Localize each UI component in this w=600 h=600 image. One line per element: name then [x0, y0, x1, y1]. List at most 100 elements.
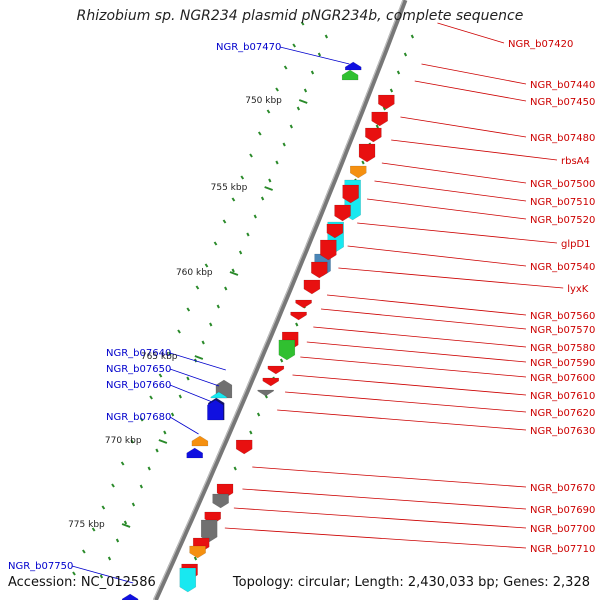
tick-dot [282, 142, 286, 147]
tick-dot [396, 70, 401, 75]
tick-dot [300, 21, 305, 26]
tick-dot [289, 124, 293, 129]
tick-dot [382, 106, 387, 111]
gene-label: rbsA4 [561, 156, 590, 167]
tick-dot [204, 263, 209, 268]
gene-label: NGR_b07480 [530, 133, 595, 144]
kbp-tick [121, 523, 131, 528]
gene-label: NGR_b07750 [8, 561, 73, 572]
tick-dot [170, 412, 175, 417]
tick-dot [178, 394, 182, 399]
gene-label: NGR_b07440 [530, 80, 595, 91]
tick-dot [139, 484, 143, 489]
leader-line [326, 294, 527, 316]
gene-1 [378, 94, 395, 110]
leader-line [279, 46, 350, 65]
gene-5 [350, 165, 367, 179]
tick-dot [201, 340, 205, 345]
reverse-gene-9 [121, 593, 139, 600]
tick-dot [209, 322, 213, 327]
tick-dot [123, 520, 128, 525]
tick-dot [99, 574, 104, 579]
tick-dot [249, 430, 253, 435]
tick-dot [283, 65, 288, 70]
tick-dot [131, 502, 136, 507]
leader-line [242, 488, 527, 510]
reverse-gene-1 [344, 61, 362, 71]
leader-line [374, 180, 527, 202]
gene-28 [189, 545, 206, 559]
tick-dot [193, 556, 198, 561]
gene-label: NGR_b07580 [530, 343, 595, 354]
leader-line [421, 63, 527, 85]
gene-label: NGR_b07470 [216, 42, 281, 53]
leader-line [169, 416, 199, 435]
gene-label: NGR_b07690 [530, 505, 595, 516]
gene-14 [303, 279, 321, 295]
tick-dot [303, 88, 308, 93]
tick-dot [268, 178, 272, 183]
tick-dot [256, 412, 261, 417]
kbp-tick [194, 355, 204, 360]
gene-label: NGR_b07680 [106, 412, 171, 423]
tick-dot [310, 70, 315, 75]
tick-dot [155, 448, 159, 453]
tick-dot [249, 153, 253, 158]
backbone-arc [152, 0, 408, 600]
gene-12 [320, 239, 337, 261]
gene-label: NGR_b07670 [530, 483, 595, 494]
accession-text: Accession: NC_012586 [8, 575, 156, 590]
gene-label: NGR_b07600 [530, 373, 595, 384]
gene-2 [371, 111, 388, 127]
tick-dot [167, 351, 172, 356]
tick-dot [275, 160, 279, 165]
tick-dot [147, 466, 151, 471]
tick-dot [375, 124, 379, 129]
tick-dot [115, 538, 120, 543]
kbp-label: 775 kbp [68, 520, 105, 530]
gene-21 [257, 389, 274, 397]
leader-line [277, 409, 527, 431]
gene-label: NGR_b07570 [530, 325, 595, 336]
leader-line [338, 267, 564, 289]
tick-dot [253, 214, 257, 219]
label-leaders: NGR_b07420 NGR_b07440 NGR_b07450 NGR_b07480… [8, 22, 595, 584]
tick-dot [295, 322, 299, 327]
leader-line [71, 565, 134, 584]
reverse-gene-2 [341, 69, 359, 81]
kbp-label: 750 kbp [245, 96, 282, 106]
kbp-tick [298, 99, 308, 104]
tick-dot [296, 106, 301, 111]
gene-3 [365, 127, 382, 143]
tick-dot [186, 307, 191, 312]
gene-label: NGR_b07420 [508, 39, 573, 50]
reverse-gene-4 [210, 391, 228, 399]
tick-dot [158, 373, 163, 378]
gene-label: NGR_b07620 [530, 408, 595, 419]
gene-16 [290, 311, 307, 321]
gene-label: NGR_b07630 [530, 426, 595, 437]
gene-label: NGR_b07520 [530, 215, 595, 226]
gene-30 [179, 567, 197, 593]
gene-10 [334, 204, 351, 222]
tick-dot [120, 461, 125, 466]
gene-26 [200, 519, 218, 543]
leader-line [400, 116, 527, 138]
tick-dot [231, 268, 235, 273]
gene-label: NGR_b07560 [530, 311, 595, 322]
leader-line [292, 374, 527, 396]
gene-label: NGR_b07500 [530, 179, 595, 190]
tick-dot [324, 34, 329, 39]
gene-13 [311, 261, 328, 279]
leader-line [357, 222, 558, 244]
tick-dot [130, 439, 135, 444]
map-title: Rhizobium sp. NGR234 plasmid pNGR234b, c… [76, 8, 524, 24]
tick-dot [231, 197, 236, 202]
tick-dot [222, 219, 227, 224]
reverse-gene-7 [191, 435, 209, 447]
leader-line [306, 341, 527, 363]
tick-dot [139, 417, 144, 422]
leader-line [233, 507, 527, 529]
kbp-label: 760 kbp [176, 268, 213, 278]
